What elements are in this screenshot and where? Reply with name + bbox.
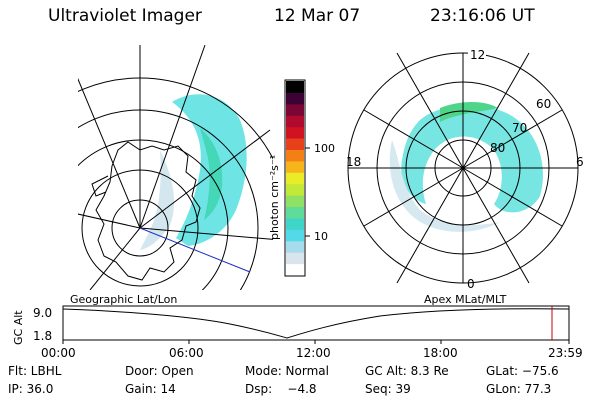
glon-info: GLon: 77.3 bbox=[486, 382, 552, 396]
altitude-plot-frame bbox=[62, 305, 570, 341]
altitude-ylabel: GC Alt bbox=[12, 310, 25, 345]
time-label-1800: 18:00 bbox=[423, 346, 458, 360]
time-label-0600: 06:00 bbox=[169, 346, 204, 360]
mlt-label-0: 0 bbox=[467, 277, 475, 291]
colorbar-swatch bbox=[286, 115, 304, 128]
aurora-faint-left bbox=[140, 150, 175, 250]
time-label-2359: 23:59 bbox=[548, 346, 583, 360]
header-date: 12 Mar 07 bbox=[274, 6, 361, 26]
dsp-info: Dsp: −4.8 bbox=[245, 382, 317, 396]
time-label-0000: 00:00 bbox=[41, 346, 76, 360]
mlt-label-12: 12 bbox=[470, 48, 485, 62]
gain-info: Gain: 14 bbox=[125, 382, 176, 396]
colorbar-swatch bbox=[286, 126, 304, 139]
colorbar-frame bbox=[284, 79, 306, 277]
colorbar-swatch bbox=[286, 195, 304, 208]
altitude-ticks bbox=[62, 340, 570, 344]
colorbar-unit-label: photon cm⁻²s⁻¹ bbox=[268, 155, 281, 240]
geographic-map-content bbox=[78, 45, 273, 290]
terminator-line bbox=[139, 227, 251, 273]
aurora-core-right bbox=[440, 102, 498, 122]
longitude-lines bbox=[78, 45, 273, 290]
glat-info: GLat: −75.6 bbox=[486, 364, 559, 378]
filter-info: Flt: LBHL bbox=[8, 364, 62, 378]
colorbar-gradient bbox=[286, 81, 304, 276]
altitude-ymax: 9.0 bbox=[33, 306, 52, 320]
colorbar-swatch bbox=[286, 138, 304, 150]
colorbar-swatch bbox=[286, 263, 304, 276]
lat-label-80: 80 bbox=[490, 141, 505, 155]
app-title: Ultraviolet Imager bbox=[48, 6, 202, 26]
mode-info: Mode: Normal bbox=[245, 364, 329, 378]
colorbar-swatch bbox=[286, 92, 304, 105]
aurora-faint-right bbox=[389, 140, 500, 232]
gc-alt-info: GC Alt: 8.3 Re bbox=[365, 364, 449, 378]
colorbar-swatch bbox=[286, 217, 304, 230]
colorbar-swatch bbox=[286, 160, 304, 173]
mlt-label-bg bbox=[468, 48, 486, 61]
coastline-peninsula bbox=[91, 175, 109, 197]
colorbar-swatch bbox=[286, 206, 304, 219]
coastline bbox=[95, 141, 201, 281]
altitude-curve bbox=[62, 308, 570, 339]
colorbar-swatch bbox=[286, 103, 304, 116]
aurora-emission-left bbox=[172, 94, 247, 246]
door-info: Door: Open bbox=[125, 364, 194, 378]
mlt-label-18: 18 bbox=[346, 155, 361, 169]
mlt-label-6: 6 bbox=[576, 155, 584, 169]
header-time: 23:16:06 UT bbox=[430, 6, 535, 26]
colorbar-swatch bbox=[286, 172, 304, 185]
colorbar-swatch bbox=[286, 229, 304, 242]
geographic-panel-label: Geographic Lat/Lon bbox=[70, 293, 178, 306]
lat-label-70: 70 bbox=[512, 121, 527, 135]
polar-grid bbox=[347, 52, 579, 284]
seq-info: Seq: 39 bbox=[365, 382, 411, 396]
colorbar-swatch bbox=[286, 183, 304, 196]
apex-panel-label: Apex MLat/MLT bbox=[424, 293, 507, 306]
time-label-1200: 12:00 bbox=[296, 346, 331, 360]
colorbar-label-100: 100 bbox=[314, 142, 335, 155]
colorbar-swatch bbox=[286, 240, 304, 253]
colorbar-swatch bbox=[286, 252, 304, 265]
colorbar-swatch bbox=[286, 81, 304, 93]
colorbar-label-10: 10 bbox=[314, 230, 328, 243]
altitude-ymin: 1.8 bbox=[33, 329, 52, 343]
ip-info: IP: 36.0 bbox=[8, 382, 54, 396]
colorbar-swatch bbox=[286, 149, 304, 162]
lat-label-60: 60 bbox=[536, 97, 551, 111]
